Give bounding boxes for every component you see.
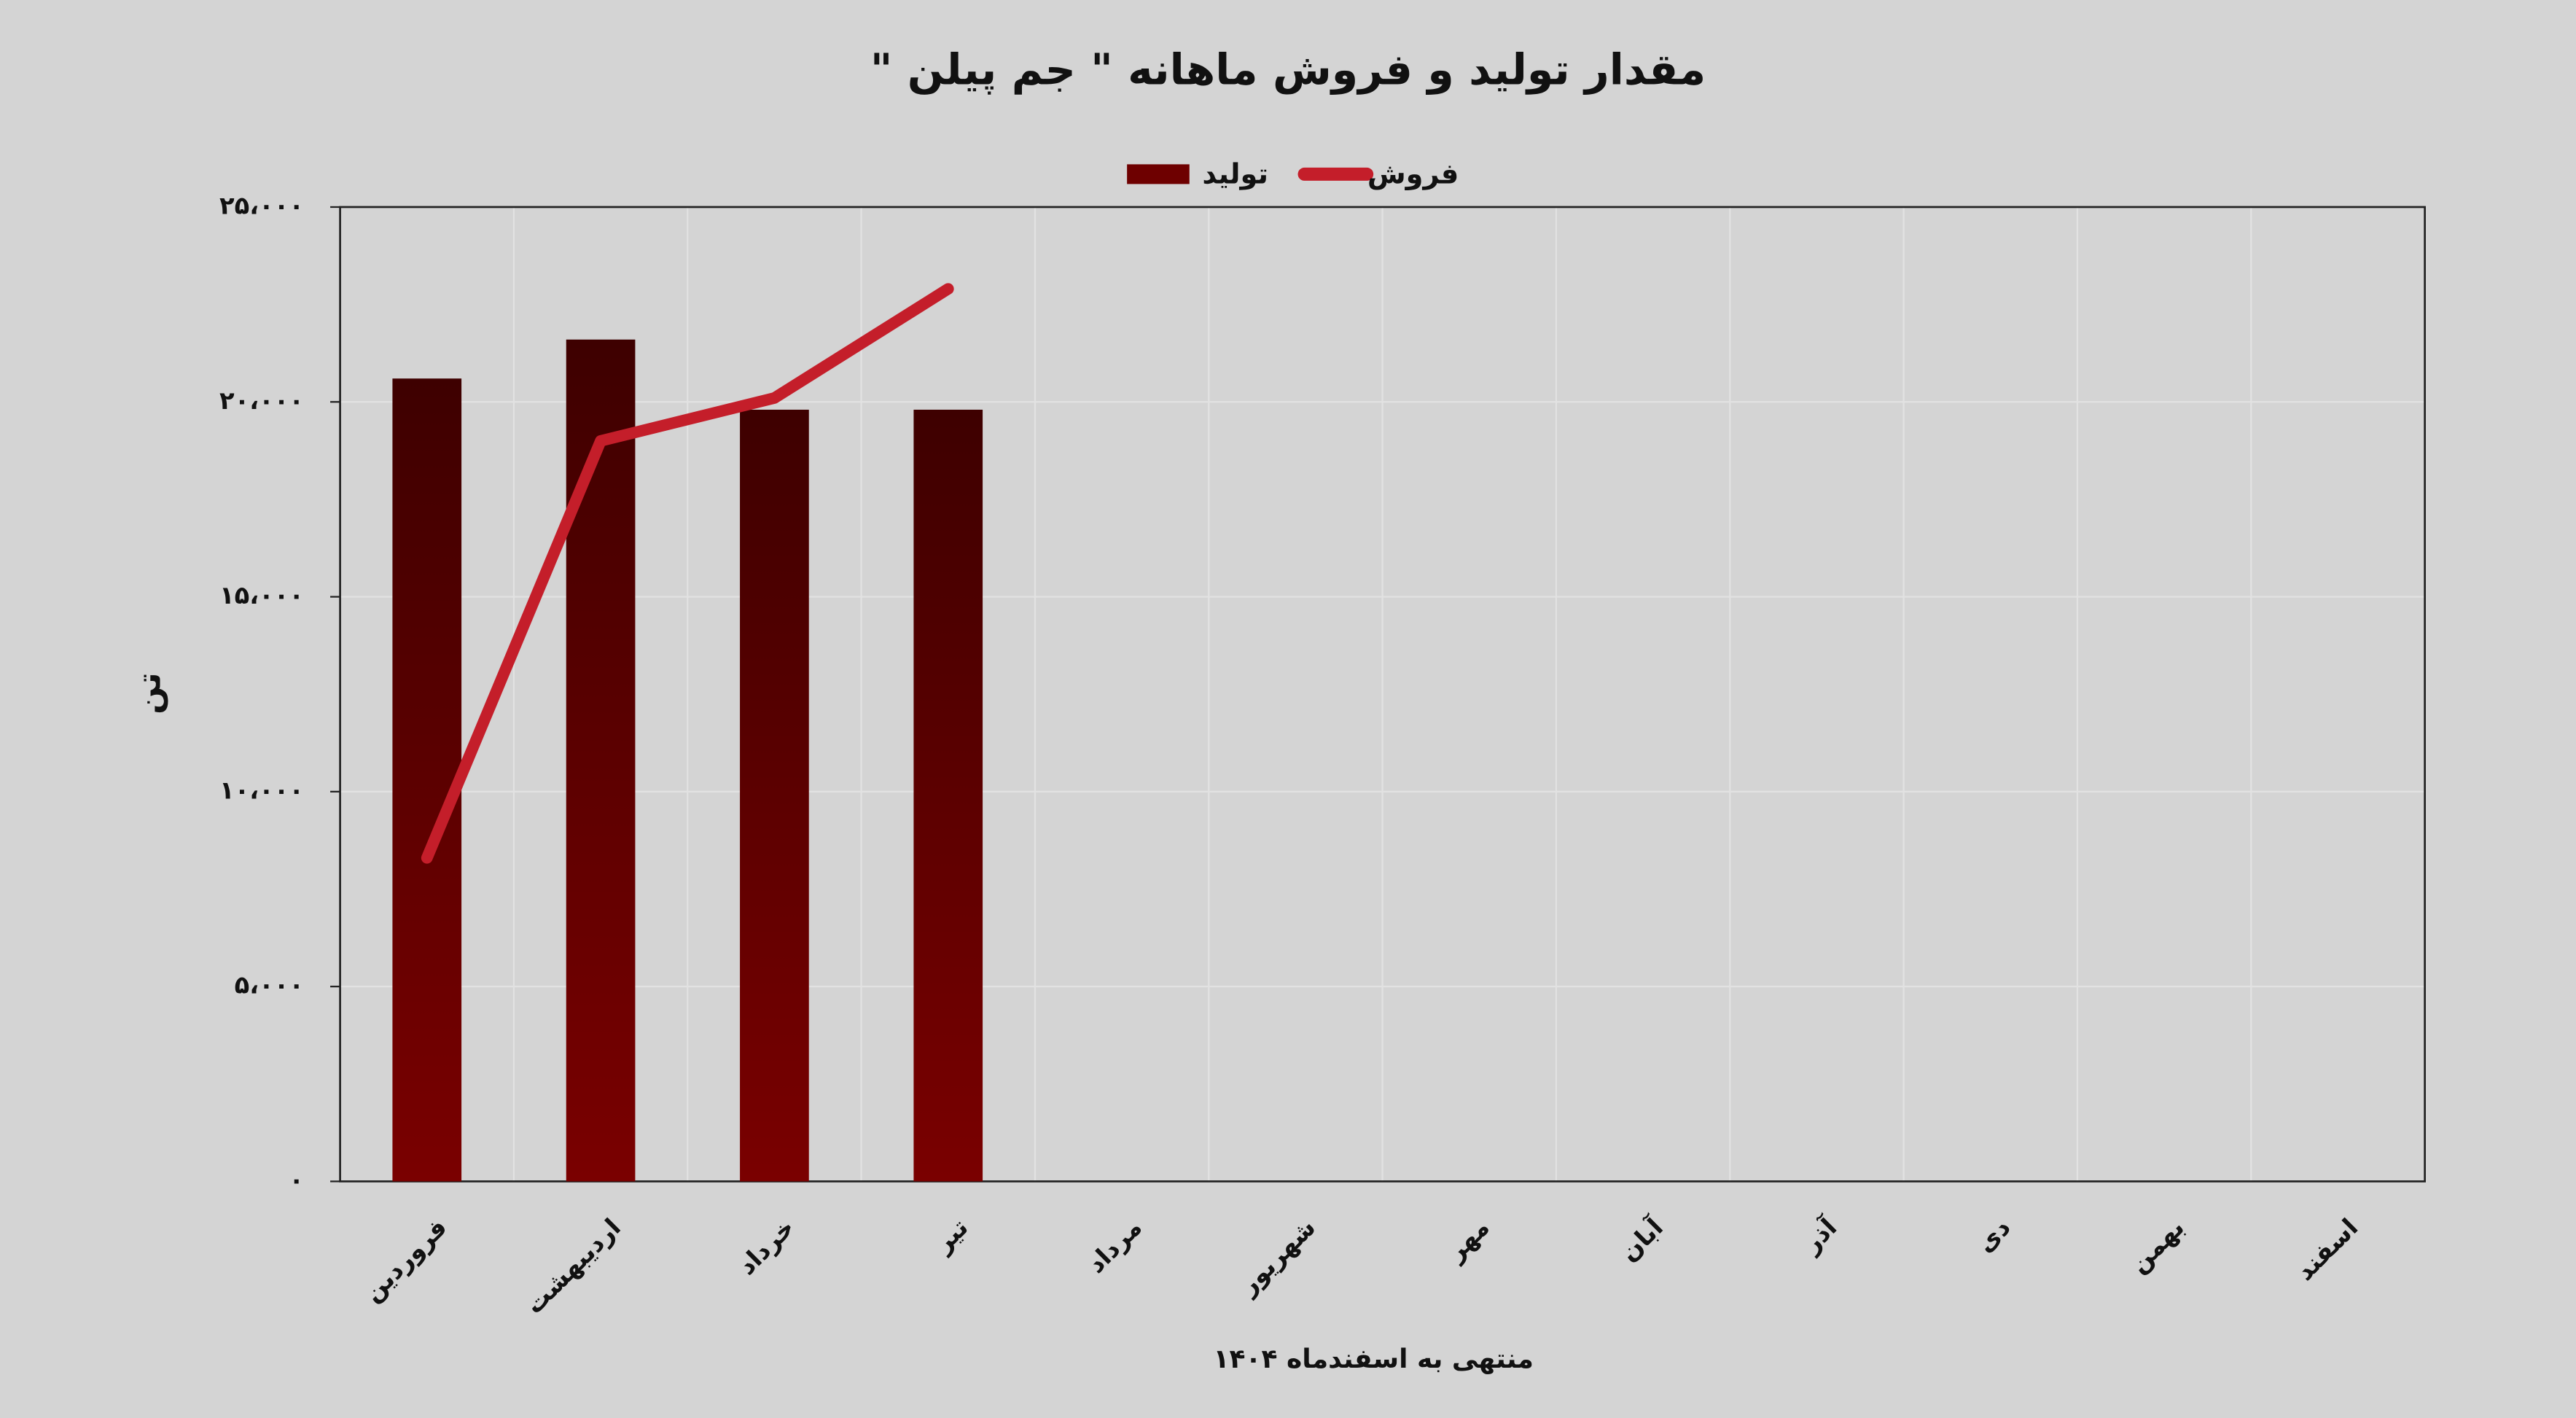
legend-label: تولید: [1202, 158, 1268, 191]
legend-swatch: [1127, 164, 1190, 184]
plot-border: [339, 206, 2426, 1183]
legend-label: فروش: [1367, 158, 1459, 191]
x-tick-label: آذر: [1795, 1211, 1843, 1259]
bar: [740, 409, 809, 1182]
bar: [913, 409, 983, 1182]
x-tick-label: تیر: [928, 1213, 974, 1259]
x-tick-label: مرداد: [1082, 1213, 1148, 1279]
y-tick-label: ۰: [289, 1166, 304, 1194]
y-tick-label: ۲۵،۰۰۰: [219, 191, 304, 219]
x-tick-label: مهر: [1440, 1213, 1495, 1268]
x-tick-label: بهمن: [2124, 1213, 2190, 1279]
bar: [392, 378, 462, 1182]
x-tick-label: دی: [1971, 1213, 2016, 1258]
chart-title: مقدار تولید و فروش ماهانه " جم پیلن ": [870, 44, 1706, 95]
bar: [566, 339, 636, 1182]
y-tick-label: ۱۰،۰۰۰: [219, 776, 304, 804]
y-tick-label: ۲۰،۰۰۰: [219, 386, 304, 415]
x-tick-label: اردیبهشت: [520, 1213, 627, 1320]
line: [421, 283, 954, 864]
x-tick-label: آبان: [1613, 1211, 1669, 1267]
x-tick-label: شهریور: [1233, 1213, 1322, 1302]
x-tick-label: اسفند: [2290, 1213, 2363, 1286]
x-tick-label: فروردین: [358, 1213, 453, 1308]
y-tick-label: ۵،۰۰۰: [235, 971, 304, 1000]
y-axis-title: تن: [129, 672, 168, 714]
x-tick-label: خرداد: [733, 1213, 800, 1281]
x-axis-title: منتهی به اسفندماه ۱۴۰۴: [1213, 1344, 1534, 1374]
y-tick-label: ۱۵،۰۰۰: [219, 581, 304, 609]
